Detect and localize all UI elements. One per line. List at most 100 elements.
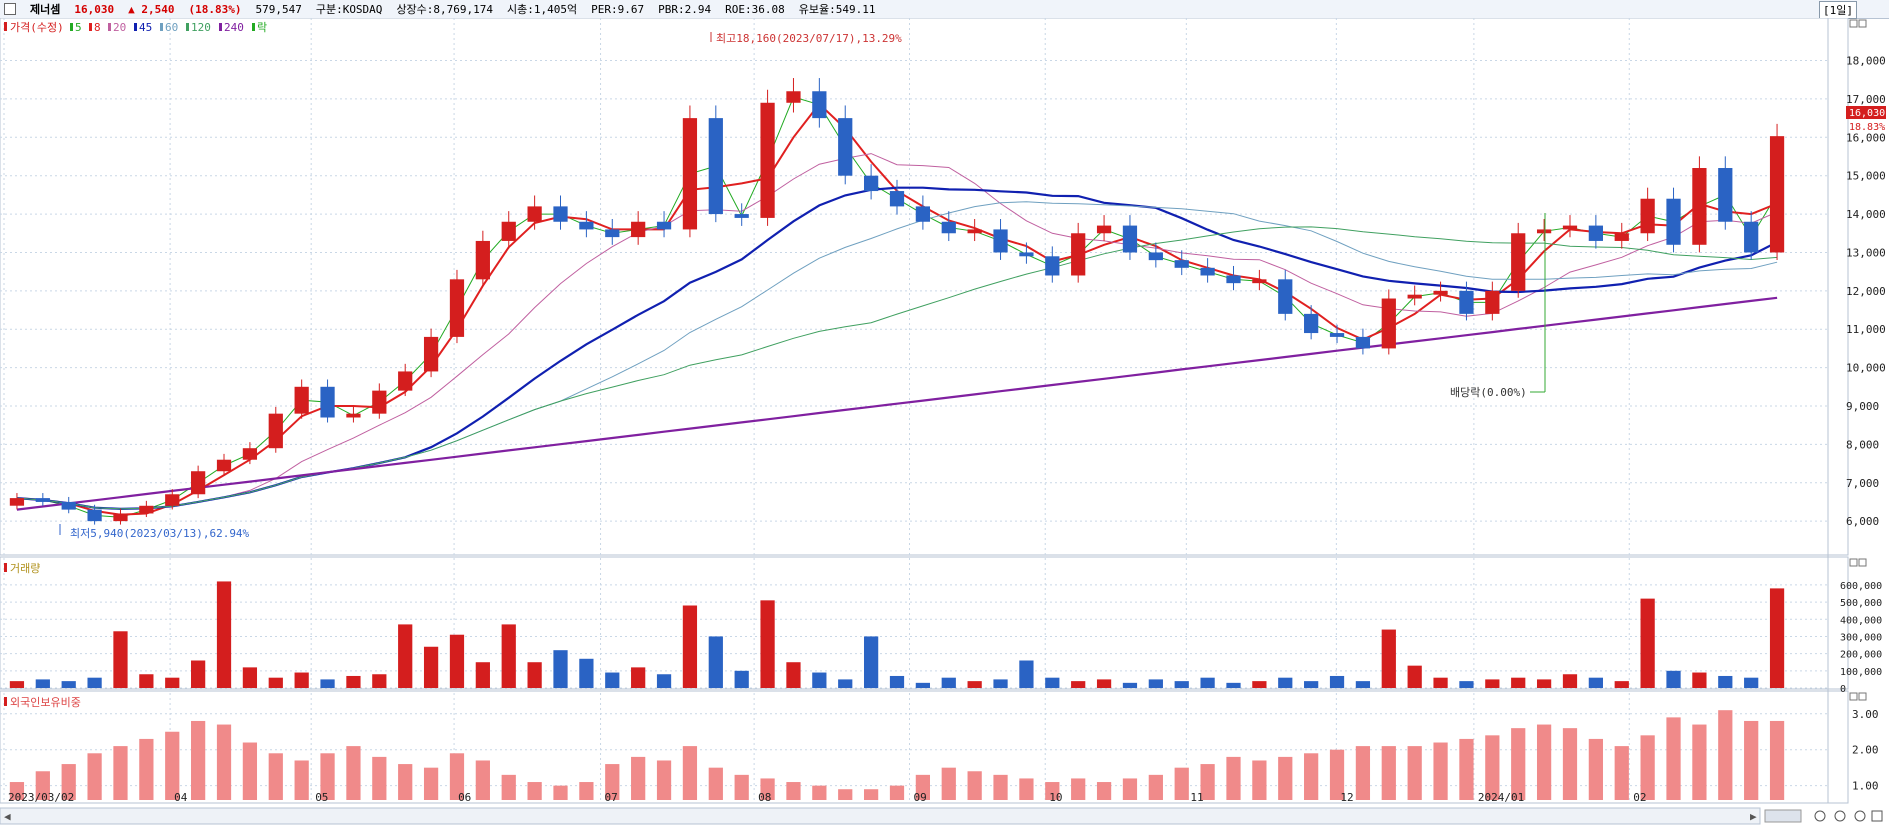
foreign-bar [1200,764,1215,800]
foreign-bar [708,767,723,800]
candle-body [553,206,568,222]
foreign-bar [1485,735,1500,800]
volume-bar [889,675,905,688]
volume-bar [1485,679,1500,688]
ma-legend-label: 5 [75,21,82,34]
foreign-bar [1433,742,1448,800]
per-value: PER:9.67 [591,2,645,16]
high-label: 최고18,160(2023/07/17),13.29% [716,32,902,45]
volume-bar [1304,681,1319,688]
volume-bar [1536,679,1552,688]
dividend-legend-swatch [252,23,255,31]
foreign-bar [1562,728,1578,800]
panel-controls [1849,19,1867,701]
candle-body [760,102,775,218]
bottom-scrollbar[interactable]: ◀ ▶ [0,807,1883,825]
candle-body [216,459,232,472]
zoom-in-icon[interactable] [1814,810,1826,822]
foreign-bar [191,720,206,800]
candle-body [1459,290,1474,314]
volume-bar [553,650,568,688]
foreign-bar [9,782,25,800]
candle-body [682,118,698,230]
candle-body [501,221,516,241]
candle-body [1252,279,1267,284]
volume-bar [734,670,749,688]
price-panel-close-button[interactable] [1858,19,1867,28]
zoom-out-icon[interactable] [1834,810,1846,822]
volume-tick-label: 500,000 [1840,598,1882,609]
volume-bar [993,679,1008,688]
foreign-bar [1096,782,1112,800]
volume-tick-label: 300,000 [1840,632,1882,643]
volume-bar [838,679,853,688]
volume-bar [423,646,439,688]
ma-legend-label: 60 [165,21,178,34]
foreign-bar [734,774,749,800]
foreign-bar [605,764,620,800]
foreign-bar [1692,724,1707,800]
candle-body [1433,290,1448,295]
volume-bar [1200,677,1215,688]
volume-bar [1407,665,1422,688]
price-panel-minimize-button[interactable] [1849,19,1858,28]
volume-bar [61,681,76,688]
foreign-bar [165,731,180,800]
ma-legend-label: 120 [191,21,211,34]
candle-body [1071,233,1086,276]
volume-bars [9,581,1785,688]
range-slider[interactable] [1764,809,1802,823]
foreign-bar [915,774,931,800]
candle-body [139,505,154,514]
volume-bar [1588,677,1603,688]
volume-bar [941,677,956,688]
candle-body [1122,225,1138,253]
foreign-bar [760,778,775,800]
price-tick-label: 7,000 [1846,477,1879,490]
price-tick-label: 8,000 [1846,438,1879,451]
price-tick-label: 9,000 [1846,400,1879,413]
volume-bar [1769,588,1785,688]
foreign-panel-close-button[interactable] [1858,692,1867,701]
ma-line [16,296,1778,511]
foreign-bar [1536,724,1552,800]
foreign-bar [1304,753,1319,800]
foreign-bar [372,756,387,800]
volume-bar [682,605,698,688]
ma-legend-swatch [186,23,189,31]
volume-bar [786,662,801,688]
volume-bar [967,681,982,688]
settings-icon[interactable] [1871,810,1883,822]
ma-line [16,153,1778,510]
candle-body [1769,136,1785,253]
ma-legend-swatch [219,23,222,31]
volume-bar [760,600,775,688]
stock-name[interactable]: 제너셈 [30,3,61,16]
zoom-reset-icon[interactable] [1854,810,1866,822]
candle-body [656,221,672,230]
volume-bar [1433,677,1448,688]
x-axis-labels: 2023/03/02 04 05 06 07 08 09 10 11 12 2024/01 02 [8,791,1647,804]
market-type: 구분:KOSDAQ [315,3,383,16]
foreign-bar [812,785,827,800]
foreign-bar [1614,746,1629,800]
candle-body [889,191,905,207]
volume-panel-minimize-button[interactable] [1849,558,1858,567]
volume-legend: 거래량 [4,562,40,575]
price-tick-label: 10,000 [1846,362,1886,375]
volume-bar [1562,674,1578,688]
volume-panel-close-button[interactable] [1858,558,1867,567]
volume-bar [1226,682,1241,688]
volume-bar [346,675,361,688]
foreign-panel-minimize-button[interactable] [1849,692,1858,701]
volume-bar [708,636,723,688]
ma-legend-swatch [89,23,92,31]
foreign-bar [1252,760,1267,800]
foreign-bar [1174,767,1189,800]
price-tick-label: 12,000 [1846,285,1886,298]
foreign-bar [449,753,465,800]
foreign-bar [1407,746,1422,800]
scroll-left-arrow-icon: ◀ [4,810,11,823]
period-selector[interactable]: [1일] [1819,1,1857,19]
select-checkbox[interactable] [4,3,16,15]
